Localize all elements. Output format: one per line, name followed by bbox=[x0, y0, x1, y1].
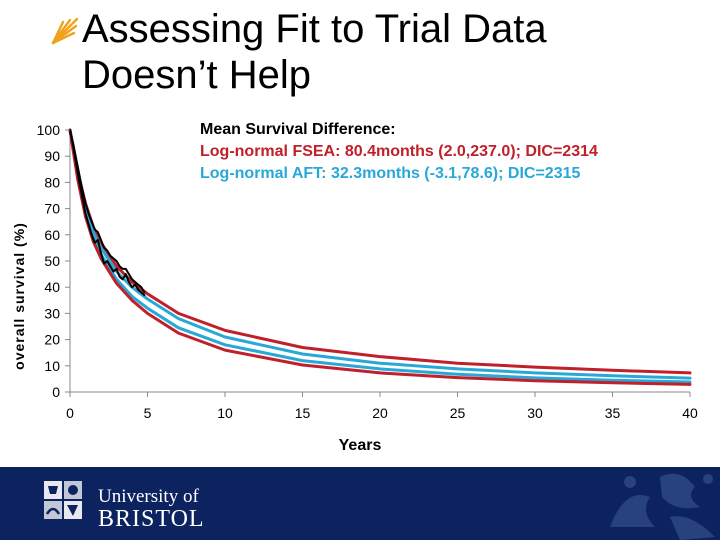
series-line-4 bbox=[69, 129, 146, 297]
title-line-2: Doesn’t Help bbox=[82, 53, 312, 97]
x-axis-label: Years bbox=[339, 437, 382, 454]
annotation-heading: Mean Survival Difference: bbox=[200, 121, 396, 138]
x-tick-label: 5 bbox=[144, 405, 152, 421]
y-tick-label: 20 bbox=[44, 332, 60, 348]
annotation-fsea: Log-normal FSEA: 80.4months (2.0,237.0);… bbox=[200, 143, 598, 160]
y-tick-label: 50 bbox=[44, 253, 60, 269]
chart-series bbox=[68, 128, 692, 386]
annotation-aft: Log-normal AFT: 32.3months (-3.1,78.6); … bbox=[200, 165, 581, 182]
title-line-1: Assessing Fit to Trial Data bbox=[82, 7, 547, 51]
y-tick-label: 40 bbox=[44, 279, 60, 295]
x-tick-label: 30 bbox=[527, 405, 543, 421]
x-tick-label: 20 bbox=[372, 405, 388, 421]
x-tick-label: 25 bbox=[450, 405, 466, 421]
y-tick-label: 90 bbox=[44, 148, 60, 164]
mean-survival-annotation: Mean Survival Difference: Log-normal FSE… bbox=[200, 119, 598, 185]
crest-pattern-graphic bbox=[600, 467, 720, 540]
y-tick-label: 30 bbox=[44, 305, 60, 321]
y-axis-label: overall survival (%) bbox=[11, 222, 27, 370]
university-name-line1: University of bbox=[98, 486, 199, 507]
y-tick-label: 10 bbox=[44, 358, 60, 374]
y-tick-label: 80 bbox=[44, 174, 60, 190]
slide-title: Assessing Fit to Trial Data Doesn’t Help bbox=[82, 6, 547, 98]
x-tick-label: 0 bbox=[66, 405, 74, 421]
university-name-line2: BRISTOL bbox=[98, 506, 205, 532]
y-tick-label: 0 bbox=[52, 384, 60, 400]
y-tick-label: 100 bbox=[37, 122, 61, 138]
series-line-1 bbox=[68, 128, 692, 380]
x-tick-label: 10 bbox=[217, 405, 233, 421]
survival-chart: 0 10 20 30 40 50 60 70 80 90 100 0 5 10 15 20 25 30 35 40 Ye… bbox=[11, 122, 698, 454]
university-logo: University of BRISTOL bbox=[44, 481, 205, 532]
series-line-5 bbox=[69, 129, 146, 294]
y-tick-label: 60 bbox=[44, 227, 60, 243]
crest-icon bbox=[44, 481, 82, 519]
y-tick-label: 70 bbox=[44, 201, 60, 217]
chart-ticks: 0 10 20 30 40 50 60 70 80 90 100 0 5 10 15 20 25 30 35 40 Ye… bbox=[11, 122, 698, 454]
x-tick-label: 35 bbox=[605, 405, 621, 421]
x-tick-label: 15 bbox=[295, 405, 311, 421]
x-tick-label: 40 bbox=[682, 405, 698, 421]
title-bullet-icon bbox=[51, 17, 79, 45]
